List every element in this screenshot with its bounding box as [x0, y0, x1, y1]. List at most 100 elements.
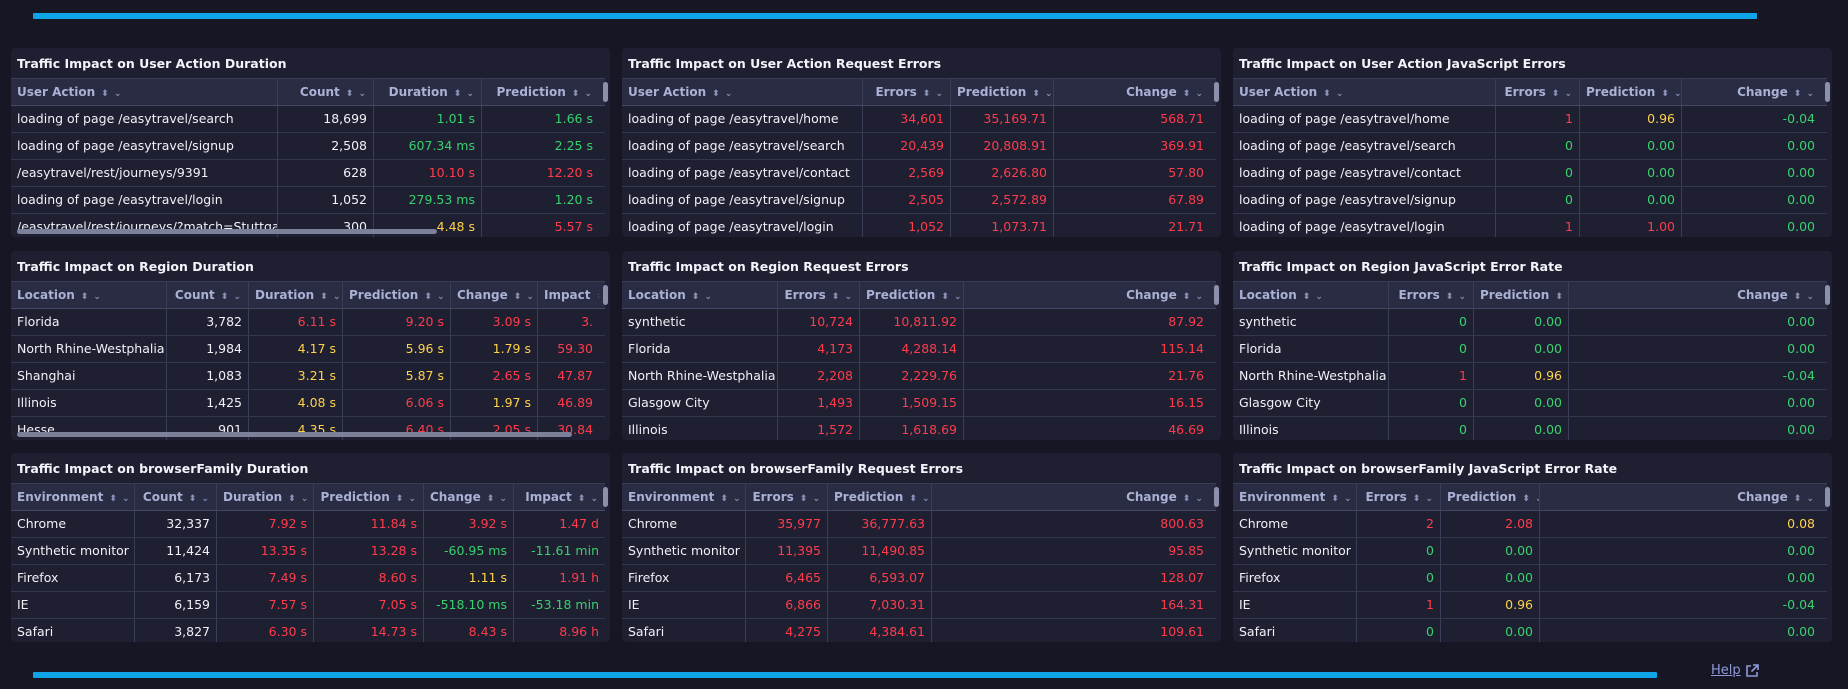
column-header[interactable]: Prediction ⬍ ⌄ [1579, 79, 1681, 105]
table-row[interactable]: loading of page /easytravel/home 1 0.96 -0.… [1233, 106, 1827, 133]
table-row[interactable]: Illinois 0 0.00 0.00 [1233, 417, 1827, 440]
sort-chevron-icon[interactable]: ⬍ ⌄ [799, 494, 821, 504]
vertical-scrollbar[interactable] [603, 285, 608, 305]
sort-chevron-icon[interactable]: ⬍ ⌄ [453, 89, 475, 99]
column-header[interactable]: Duration ⬍ ⌄ [373, 79, 481, 105]
sort-chevron-icon[interactable]: ⬍ ⌄ [577, 494, 599, 504]
sort-chevron-icon[interactable]: ⬍ ⌄ [941, 292, 963, 302]
table-row[interactable]: loading of page /easytravel/login 1,052 1,… [622, 214, 1216, 237]
sort-chevron-icon[interactable]: ⬍ ⌄ [691, 292, 713, 302]
table-row[interactable]: IE 6,159 7.57 s 7.05 s -518.10 ms -53.18 min [11, 592, 605, 619]
sort-chevron-icon[interactable]: ⬍ ⌄ [1555, 292, 1568, 302]
table-row[interactable]: North Rhine-Westphalia 2,208 2,229.76 21.76 [622, 363, 1216, 390]
sort-chevron-icon[interactable]: ⬍ ⌄ [188, 494, 210, 504]
column-header[interactable]: Errors ⬍ ⌄ [777, 282, 859, 308]
table-row[interactable]: Firefox 0 0.00 0.00 [1233, 565, 1827, 592]
column-header[interactable]: Errors ⬍ ⌄ [1495, 79, 1579, 105]
table-row[interactable]: Florida 3,782 6.11 s 9.20 s 3.09 s 3. [11, 309, 605, 336]
table-row[interactable]: loading of page /easytravel/signup 0 0.00 0… [1233, 187, 1827, 214]
sort-chevron-icon[interactable]: ⬍ ⌄ [486, 494, 508, 504]
sort-chevron-icon[interactable]: ⬍ ⌄ [101, 89, 123, 99]
column-header[interactable]: Location ⬍ ⌄ [622, 282, 777, 308]
sort-chevron-icon[interactable]: ⬍ ⌄ [288, 494, 310, 504]
table-row[interactable]: loading of page /easytravel/home 34,601 35… [622, 106, 1216, 133]
table-row[interactable]: Florida 0 0.00 0.00 [1233, 336, 1827, 363]
table-row[interactable]: Synthetic monitor 0 0.00 0.00 [1233, 538, 1827, 565]
column-header[interactable]: Environment ⬍ ⌄ [1233, 484, 1356, 510]
sort-chevron-icon[interactable]: ⬍ ⌄ [320, 292, 342, 302]
vertical-scrollbar[interactable] [603, 487, 608, 507]
horizontal-scrollbar[interactable] [17, 229, 437, 234]
column-header[interactable]: Change ⬍ ⌄ [963, 282, 1210, 308]
sort-chevron-icon[interactable]: ⬍ ⌄ [571, 89, 593, 99]
column-header[interactable]: Impact ⬍ ⌄ [537, 282, 599, 308]
sort-chevron-icon[interactable]: ⬍ ⌄ [395, 494, 417, 504]
column-header[interactable]: Duration ⬍ ⌄ [216, 484, 313, 510]
table-row[interactable]: Chrome 35,977 36,777.63 800.63 [622, 511, 1216, 538]
sort-chevron-icon[interactable]: ⬍ ⌄ [1445, 292, 1467, 302]
column-header[interactable]: User Action ⬍ ⌄ [1233, 79, 1495, 105]
vertical-scrollbar[interactable] [1214, 82, 1219, 102]
column-header[interactable]: Errors ⬍ ⌄ [745, 484, 827, 510]
table-row[interactable]: /easytravel/rest/journeys/9391 628 10.10 s… [11, 160, 605, 187]
table-row[interactable]: loading of page /easytravel/search 20,439… [622, 133, 1216, 160]
column-header[interactable]: Prediction ⬍ ⌄ [859, 282, 963, 308]
sort-chevron-icon[interactable]: ⬍ ⌄ [345, 89, 367, 99]
column-header[interactable]: Duration ⬍ ⌄ [248, 282, 342, 308]
table-row[interactable]: Glasgow City 1,493 1,509.15 16.15 [622, 390, 1216, 417]
sort-chevron-icon[interactable]: ⬍ ⌄ [1182, 494, 1204, 504]
column-header[interactable]: Errors ⬍ ⌄ [1356, 484, 1440, 510]
sort-chevron-icon[interactable]: ⬍ ⌄ [1302, 292, 1324, 302]
table-row[interactable]: Glasgow City 0 0.00 0.00 [1233, 390, 1827, 417]
sort-chevron-icon[interactable]: ⬍ ⌄ [922, 89, 944, 99]
table-row[interactable]: Safari 4,275 4,384.61 109.61 [622, 619, 1216, 642]
table-row[interactable]: loading of page /easytravel/search 0 0.00 0… [1233, 133, 1827, 160]
sort-chevron-icon[interactable]: ⬍ ⌄ [597, 292, 599, 302]
column-header[interactable]: Impact ⬍ ⌄ [513, 484, 605, 510]
table-row[interactable]: IE 1 0.96 -0.04 [1233, 592, 1827, 619]
sort-chevron-icon[interactable]: ⬍ ⌄ [80, 292, 102, 302]
table-row[interactable]: Chrome 2 2.08 0.08 [1233, 511, 1827, 538]
sort-chevron-icon[interactable]: ⬍ ⌄ [1323, 89, 1345, 99]
sort-chevron-icon[interactable]: ⬍ ⌄ [513, 292, 535, 302]
column-header[interactable]: Change ⬍ ⌄ [1681, 79, 1821, 105]
vertical-scrollbar[interactable] [1825, 285, 1830, 305]
sort-chevron-icon[interactable]: ⬍ ⌄ [1551, 89, 1573, 99]
column-header[interactable]: Change ⬍ ⌄ [423, 484, 513, 510]
column-header[interactable]: Prediction ⬍ ⌄ [827, 484, 931, 510]
column-header[interactable]: Prediction ⬍ ⌄ [1473, 282, 1568, 308]
sort-chevron-icon[interactable]: ⬍ ⌄ [1793, 494, 1815, 504]
column-header[interactable]: Prediction ⬍ ⌄ [950, 79, 1053, 105]
column-header[interactable]: Change ⬍ ⌄ [1053, 79, 1210, 105]
table-row[interactable]: loading of page /easytravel/signup 2,508 6… [11, 133, 605, 160]
table-row[interactable]: Florida 4,173 4,288.14 115.14 [622, 336, 1216, 363]
column-header[interactable]: Location ⬍ ⌄ [1233, 282, 1388, 308]
sort-chevron-icon[interactable]: ⬍ ⌄ [909, 494, 931, 504]
sort-chevron-icon[interactable]: ⬍ ⌄ [1182, 89, 1204, 99]
column-header[interactable]: Change ⬍ ⌄ [1539, 484, 1821, 510]
table-row[interactable]: loading of page /easytravel/signup 2,505 2… [622, 187, 1216, 214]
column-header[interactable]: Prediction ⬍ ⌄ [313, 484, 423, 510]
table-row[interactable]: Chrome 32,337 7.92 s 11.84 s 3.92 s 1.47 d [11, 511, 605, 538]
column-header[interactable]: Change ⬍ ⌄ [931, 484, 1210, 510]
table-row[interactable]: North Rhine-Westphalia 1 0.96 -0.04 [1233, 363, 1827, 390]
table-row[interactable]: Firefox 6,173 7.49 s 8.60 s 1.11 s 1.91 h [11, 565, 605, 592]
sort-chevron-icon[interactable]: ⬍ ⌄ [712, 89, 734, 99]
sort-chevron-icon[interactable]: ⬍ ⌄ [424, 292, 446, 302]
vertical-scrollbar[interactable] [1825, 487, 1830, 507]
column-header[interactable]: User Action ⬍ ⌄ [11, 79, 277, 105]
table-row[interactable]: IE 6,866 7,030.31 164.31 [622, 592, 1216, 619]
table-row[interactable]: Safari 0 0.00 0.00 [1233, 619, 1827, 642]
sort-chevron-icon[interactable]: ⬍ ⌄ [1793, 292, 1815, 302]
column-header[interactable]: Prediction ⬍ ⌄ [1440, 484, 1539, 510]
table-row[interactable]: Shanghai 1,083 3.21 s 5.87 s 2.65 s 47.87 [11, 363, 605, 390]
column-header[interactable]: Environment ⬍ ⌄ [622, 484, 745, 510]
table-row[interactable]: loading of page /easytravel/login 1,052 27… [11, 187, 605, 214]
sort-chevron-icon[interactable]: ⬍ ⌄ [1522, 494, 1539, 504]
table-row[interactable]: Safari 3,827 6.30 s 14.73 s 8.43 s 8.96 h [11, 619, 605, 642]
vertical-scrollbar[interactable] [1214, 487, 1219, 507]
sort-chevron-icon[interactable]: ⬍ ⌄ [220, 292, 242, 302]
vertical-scrollbar[interactable] [1825, 82, 1830, 102]
sort-chevron-icon[interactable]: ⬍ ⌄ [109, 494, 131, 504]
